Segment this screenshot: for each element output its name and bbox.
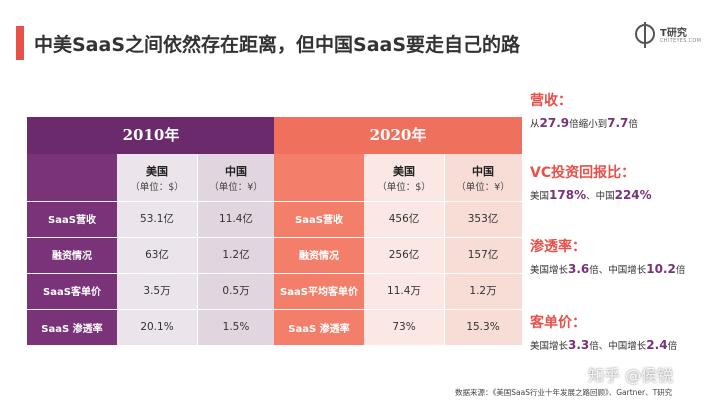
cell-us: 73%	[392, 321, 416, 333]
highlight-value: 3.3	[568, 338, 590, 352]
highlight-value: 10.2	[646, 262, 676, 276]
us-header: 美国 （单位：$）	[364, 154, 444, 201]
text-part: 倍	[667, 341, 678, 352]
cn-header: 中国 （单位：¥）	[444, 154, 522, 201]
cell-us: 53.1亿	[140, 213, 174, 225]
us-header-unit: （单位：$）	[377, 181, 431, 193]
cell-us: 3.5万	[143, 285, 171, 297]
row-divider	[274, 237, 522, 238]
cell-cn: 1.5%	[222, 321, 250, 333]
logo: T研究 CHITEYES.COM	[635, 22, 707, 50]
table-2010-us-column: 美国 （单位：$） 53.1亿 63亿 3.5万 20.1%	[117, 154, 197, 345]
text-part: 美国	[530, 191, 550, 202]
text-part: 倍、中国增长	[589, 341, 647, 352]
highlight-value: 3.6	[568, 262, 590, 276]
text-part: 倍	[675, 265, 686, 276]
highlight-text: 从27.9倍缩小到7.7倍	[530, 116, 638, 130]
cn-header-unit: （单位：¥）	[209, 181, 263, 193]
row-label: SaaS客单价	[43, 287, 101, 298]
highlight-value: 27.9	[539, 116, 570, 130]
row-divider	[27, 201, 275, 202]
table-2010: 2010年 SaaS营收 融资情况 SaaS客单价 SaaS 渗透率 美国 （单…	[27, 117, 275, 345]
us-header-unit: （单位：$）	[130, 181, 184, 193]
text-part: 美国增长	[530, 265, 569, 276]
highlight-value: 2.4	[646, 338, 668, 352]
text-part: 倍缩小到	[569, 119, 608, 130]
highlight-heading: 渗透率：	[530, 239, 586, 255]
column-divider	[444, 154, 445, 345]
us-header: 美国 （单位：$）	[117, 154, 197, 201]
row-label: 融资情况	[52, 251, 92, 262]
text-part: 、中国	[586, 191, 615, 202]
cell-cn: 1.2万	[469, 285, 497, 297]
logo-subtitle: CHITEYES.COM	[660, 38, 702, 44]
row-divider	[27, 273, 275, 274]
row-label: SaaS平均客单价	[280, 287, 358, 298]
highlight-arpu: 客单价： 美国增长3.3倍、中国增长2.4倍	[530, 312, 677, 352]
highlight-heading: 营收：	[530, 93, 572, 109]
table-2020-label-column: SaaS营收 融资情况 SaaS平均客单价 SaaS 渗透率	[274, 154, 364, 345]
table-2020-us-column: 美国 （单位：$） 456亿 256亿 11.4万 73%	[364, 154, 444, 345]
row-divider	[274, 273, 522, 274]
row-divider	[274, 309, 522, 310]
logo-mark-icon	[635, 22, 655, 48]
us-header-label: 美国	[393, 164, 415, 178]
highlight-text: 美国178%、中国224%	[530, 188, 652, 202]
cell-cn: 1.2亿	[222, 249, 250, 261]
cell-us: 20.1%	[140, 321, 174, 333]
text-part: 倍、中国增长	[589, 265, 647, 276]
highlight-text: 美国增长3.6倍、中国增长10.2倍	[530, 262, 685, 276]
text-part: 倍	[628, 119, 638, 130]
row-divider	[274, 201, 522, 202]
cn-header-label: 中国	[472, 164, 494, 178]
us-header-label: 美国	[146, 164, 168, 178]
row-divider	[27, 237, 275, 238]
table-2020-year: 2020年	[274, 117, 522, 154]
text-part: 美国增长	[530, 341, 569, 352]
cn-header-label: 中国	[225, 164, 247, 178]
row-label: SaaS营收	[295, 215, 343, 226]
row-label: SaaS 渗透率	[41, 323, 103, 335]
highlight-value: 178%	[549, 188, 587, 202]
table-2010-year: 2010年	[27, 117, 275, 154]
column-divider	[197, 154, 198, 345]
table-2010-cn-column: 中国 （单位：¥） 11.4亿 1.2亿 0.5万 1.5%	[197, 154, 275, 345]
highlight-penetration: 渗透率： 美国增长3.6倍、中国增长10.2倍	[530, 236, 685, 276]
highlight-text: 美国增长3.3倍、中国增长2.4倍	[530, 338, 677, 352]
cell-cn: 0.5万	[222, 285, 250, 297]
highlight-vc: VC投资回报比： 美国178%、中国224%	[530, 162, 652, 202]
cn-header: 中国 （单位：¥）	[197, 154, 275, 201]
watermark: 知乎 @侯锐	[588, 366, 674, 385]
text-part: 从	[530, 119, 540, 130]
cn-header-unit: （单位：¥）	[456, 181, 510, 193]
table-2020-corner	[274, 154, 364, 201]
cell-us: 456亿	[388, 213, 420, 225]
table-2010-corner	[27, 154, 117, 201]
cell-cn: 11.4亿	[219, 213, 253, 225]
table-2010-label-column: SaaS营收 融资情况 SaaS客单价 SaaS 渗透率	[27, 154, 117, 345]
cell-us: 63亿	[145, 249, 169, 261]
row-divider	[27, 309, 275, 310]
data-source: 数据来源：《美国SaaS行业十年发展之路回顾》、Gartner、T研究	[455, 388, 673, 397]
highlight-heading: 客单价：	[530, 315, 586, 331]
highlight-value: 224%	[614, 188, 652, 202]
cell-us: 256亿	[388, 249, 420, 261]
highlight-revenue: 营收： 从27.9倍缩小到7.7倍	[530, 90, 638, 130]
cell-us: 11.4万	[387, 285, 421, 297]
cell-cn: 353亿	[467, 213, 499, 225]
cell-cn: 15.3%	[466, 321, 500, 333]
logo-name: T研究	[660, 28, 687, 39]
highlight-value: 7.7	[607, 116, 629, 130]
table-2020: 2020年 SaaS营收 融资情况 SaaS平均客单价 SaaS 渗透率 美国 …	[274, 117, 522, 345]
row-label: SaaS 渗透率	[288, 323, 350, 335]
slide-title: 中美SaaS之间依然存在距离，但中国SaaS要走自己的路	[34, 34, 521, 56]
highlight-heading: VC投资回报比：	[530, 165, 636, 181]
table-2020-cn-column: 中国 （单位：¥） 353亿 157亿 1.2万 15.3%	[444, 154, 522, 345]
row-label: 融资情况	[299, 251, 339, 262]
row-label: SaaS营收	[48, 215, 96, 226]
cell-cn: 157亿	[467, 249, 499, 261]
title-accent-bar	[16, 26, 24, 60]
